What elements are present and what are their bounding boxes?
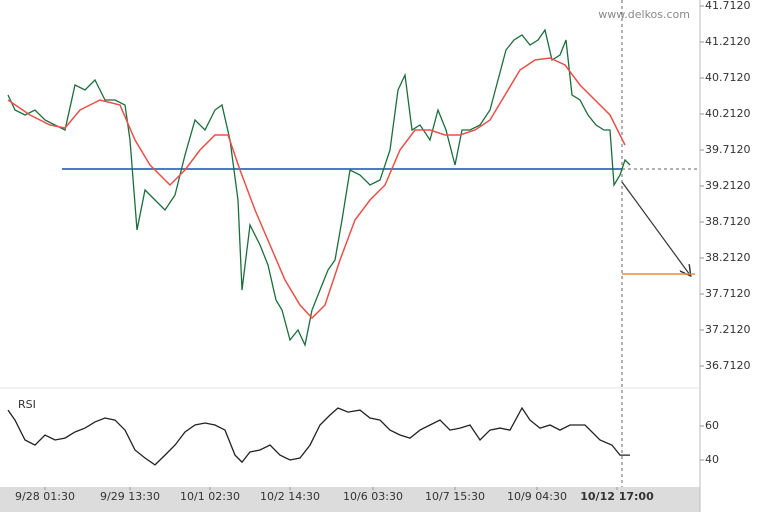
y-tick-label: 37.2120 [705,323,751,336]
y-tick-label: 38.2120 [705,251,751,264]
panel-title: RSI [18,398,36,411]
x-tick-label: 9/29 13:30 [100,490,160,503]
x-tick-label: 10/2 14:30 [260,490,320,503]
x-tick-label: 10/7 15:30 [425,490,485,503]
y-tick-label: 60 [705,419,719,432]
y-tick-label: 41.2120 [705,35,751,48]
x-tick-label: 10/6 03:30 [343,490,403,503]
series-line [7,28,631,348]
y-tick-label: 38.7120 [705,215,751,228]
forecast-arrow [621,181,690,275]
y-tick-label: 36.7120 [705,359,751,372]
x-tick-label: 10/9 04:30 [507,490,567,503]
x-tick-label: 10/1 02:30 [180,490,240,503]
x-tick-label: 9/28 01:30 [15,490,75,503]
y-tick-label: 39.2120 [705,179,751,192]
y-tick-label: 39.7120 [705,143,751,156]
y-tick-label: 37.7120 [705,287,751,300]
series-line [7,406,630,466]
x-tick-label: 10/12 17:00 [580,490,654,503]
y-tick-label: 40 [705,453,719,466]
y-tick-label: 41.7120 [705,0,751,12]
x-axis-band [0,487,700,512]
watermark: www.delkos.com [598,8,690,21]
y-tick-label: 40.2120 [705,107,751,120]
y-tick-label: 40.7120 [705,71,751,84]
series-line [7,57,626,320]
